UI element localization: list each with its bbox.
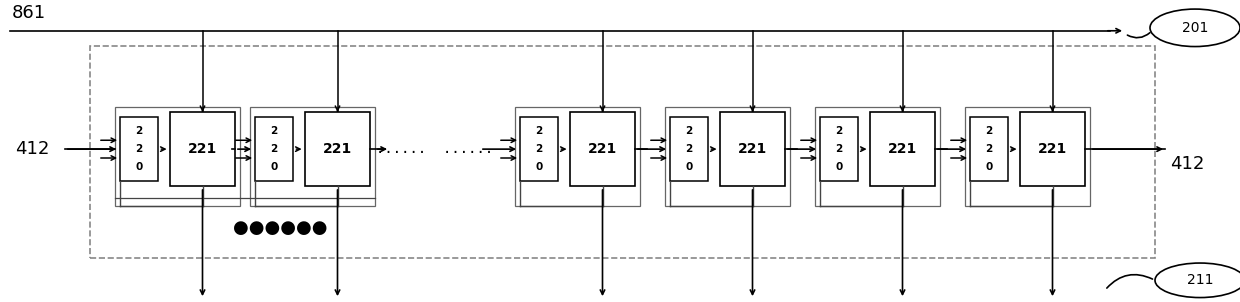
Bar (255, 117, 293, 181)
Text: 0: 0 (270, 162, 278, 172)
Text: 2: 2 (135, 144, 143, 154)
Text: 0: 0 (686, 162, 693, 172)
Bar (970, 117, 1008, 181)
Bar (965, 107, 1090, 206)
Bar (820, 117, 858, 181)
Bar (570, 112, 635, 186)
Bar (815, 107, 940, 206)
Bar (305, 112, 370, 186)
Text: 201: 201 (1182, 21, 1208, 35)
Text: 221: 221 (588, 142, 618, 156)
Text: 412: 412 (1171, 155, 1204, 173)
Text: 221: 221 (1038, 142, 1068, 156)
Text: 2: 2 (686, 144, 693, 154)
Text: ......  ......: ...... ...... (377, 142, 494, 156)
Text: 221: 221 (888, 142, 918, 156)
Text: 0: 0 (986, 162, 993, 172)
Text: 861: 861 (12, 4, 46, 22)
Text: 2: 2 (836, 126, 843, 137)
Text: ●●●●●●: ●●●●●● (233, 219, 327, 237)
Text: 2: 2 (270, 126, 278, 137)
Bar (1021, 112, 1085, 186)
Bar (515, 107, 640, 206)
Text: 412: 412 (15, 140, 50, 158)
Bar (665, 107, 790, 206)
Bar (520, 117, 558, 181)
Text: 211: 211 (1187, 273, 1213, 287)
Bar (670, 117, 708, 181)
Bar (870, 112, 935, 186)
Text: 2: 2 (836, 144, 843, 154)
Bar (720, 112, 785, 186)
Bar (170, 112, 236, 186)
Text: 2: 2 (135, 126, 143, 137)
Text: 2: 2 (986, 126, 993, 137)
Text: 2: 2 (986, 144, 993, 154)
Bar (120, 117, 157, 181)
Text: 0: 0 (536, 162, 543, 172)
Text: 2: 2 (536, 126, 543, 137)
Text: 221: 221 (738, 142, 768, 156)
Text: 2: 2 (536, 144, 543, 154)
Text: 221: 221 (188, 142, 217, 156)
Text: 2: 2 (686, 126, 693, 137)
Ellipse shape (1154, 263, 1240, 297)
Text: 0: 0 (135, 162, 143, 172)
Text: 0: 0 (836, 162, 843, 172)
Bar (115, 107, 241, 206)
Ellipse shape (1149, 9, 1240, 47)
Bar (91, 46, 1154, 258)
Bar (250, 107, 374, 206)
Text: 221: 221 (322, 142, 352, 156)
Text: 2: 2 (270, 144, 278, 154)
